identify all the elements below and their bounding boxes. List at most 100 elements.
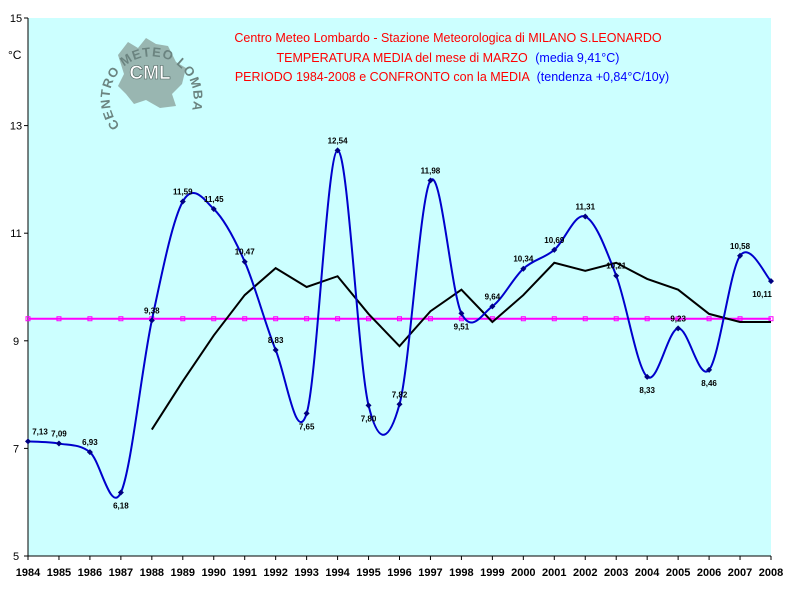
mean-point xyxy=(582,316,588,322)
temperature-point xyxy=(737,252,744,259)
x-tick-label: 2006 xyxy=(697,567,721,579)
temperature-point xyxy=(675,325,682,332)
x-tick-label: 1989 xyxy=(171,567,195,579)
mean-point xyxy=(427,316,433,322)
data-label: 9,64 xyxy=(485,292,501,301)
temperature-point xyxy=(427,177,434,184)
x-tick-label: 1993 xyxy=(294,567,318,579)
series-moving-average-line xyxy=(150,261,771,431)
mean-point xyxy=(211,316,217,322)
y-axis-label: °C xyxy=(8,48,22,62)
data-label: 6,18 xyxy=(113,502,129,511)
x-tick-label: 1998 xyxy=(449,567,473,579)
data-label: 11,98 xyxy=(421,166,441,175)
x-tick-label: 2001 xyxy=(542,567,566,579)
mean-point xyxy=(56,316,62,322)
logo-center-text: CML xyxy=(129,63,171,84)
mean-point xyxy=(706,316,712,322)
y-tick-labels: 5 7 9 11 13 15 xyxy=(10,13,22,563)
temperature-point xyxy=(613,272,620,279)
mean-point xyxy=(520,316,526,322)
mean-point xyxy=(366,316,372,322)
data-labels: 7,13 7,09 6,93 6,18 9,38 11,59 11,45 10,47 8,83 7… xyxy=(32,136,772,510)
mean-point xyxy=(737,316,743,322)
mean-point xyxy=(768,316,774,322)
temperature-point xyxy=(489,303,496,310)
data-label: 11,45 xyxy=(204,195,224,204)
mean-point xyxy=(675,316,681,322)
x-tick-label: 1985 xyxy=(47,567,71,579)
x-tick-label: 2008 xyxy=(759,567,783,579)
data-label: 9,51 xyxy=(454,322,470,331)
x-tick-label: 1990 xyxy=(202,567,226,579)
x-tick-label: 1984 xyxy=(16,567,41,579)
x-tick-label: 2005 xyxy=(666,567,690,579)
mean-point xyxy=(613,316,619,322)
x-tick-label: 1996 xyxy=(387,567,411,579)
x-tick-label: 1997 xyxy=(418,567,442,579)
temperature-point xyxy=(179,198,186,205)
data-label: 7,09 xyxy=(51,430,67,439)
data-label: 8,46 xyxy=(701,379,717,388)
subtitle-2-extra: (tendenza +0,84°C/10y) xyxy=(537,70,670,84)
temperature-point xyxy=(458,310,465,317)
x-tick-label: 1987 xyxy=(109,567,133,579)
x-tick-label: 1995 xyxy=(356,567,380,579)
x-tick-label: 1991 xyxy=(232,567,256,579)
subtitle-2-main: PERIODO 1984-2008 e CONFRONTO con la MED… xyxy=(235,70,531,84)
data-label: 7,65 xyxy=(299,422,315,431)
data-label: 9,38 xyxy=(144,306,160,315)
data-label: 10,11 xyxy=(752,290,772,299)
data-label: 11,59 xyxy=(173,187,193,196)
mean-point xyxy=(335,316,341,322)
data-label: 6,93 xyxy=(82,438,98,447)
mean-point xyxy=(304,316,310,322)
subtitle-1-extra: (media 9,41°C) xyxy=(535,51,619,65)
data-label: 8,83 xyxy=(268,336,284,345)
x-tick-label: 2003 xyxy=(604,567,628,579)
data-label: 11,31 xyxy=(575,203,595,212)
mean-point xyxy=(551,316,557,322)
temperature-point xyxy=(210,205,217,212)
y-tick-label: 7 xyxy=(13,443,19,455)
series-temperature-group xyxy=(25,147,774,499)
data-label: 7,80 xyxy=(361,414,377,423)
x-tick-label: 2007 xyxy=(728,567,752,579)
y-tick-label: 5 xyxy=(13,551,19,563)
temperature-point xyxy=(551,246,558,253)
y-tick-label: 11 xyxy=(10,228,21,240)
chart-title: Centro Meteo Lombardo - Stazione Meteoro… xyxy=(234,31,662,45)
subtitle-1-main: TEMPERATURA MEDIA del mese di MARZO xyxy=(277,51,528,65)
chart-subtitle-2: PERIODO 1984-2008 e CONFRONTO con la MED… xyxy=(235,70,669,84)
series-temperature-line xyxy=(27,149,772,499)
temperature-point xyxy=(520,265,527,272)
mean-point xyxy=(644,316,650,322)
x-tick-labels: 1984 1985 1986 1987 1988 1989 1990 1991 1992 1993… xyxy=(16,567,783,579)
series-moving-average-group xyxy=(150,261,771,431)
logo-map-icon xyxy=(118,38,186,108)
data-label: 10,69 xyxy=(544,236,565,245)
temperature-point xyxy=(272,346,279,353)
data-label: 10,47 xyxy=(235,248,256,257)
mean-point xyxy=(87,316,93,322)
x-tick-label: 1988 xyxy=(140,567,164,579)
mean-point xyxy=(25,316,31,322)
x-tick-label: 2004 xyxy=(635,567,660,579)
mean-point xyxy=(273,316,279,322)
temperature-point xyxy=(241,258,248,265)
mean-point xyxy=(118,316,124,322)
data-label: 10,34 xyxy=(513,255,534,264)
data-label: 7,82 xyxy=(392,390,408,399)
data-label: 10,58 xyxy=(730,242,751,251)
temperature-point xyxy=(644,373,651,380)
mean-point xyxy=(458,316,464,322)
x-tick-label: 1992 xyxy=(263,567,287,579)
temperature-point xyxy=(768,278,774,285)
temperature-point xyxy=(86,449,93,456)
mean-point xyxy=(242,316,248,322)
temperature-point xyxy=(396,401,403,408)
x-tick-label: 1986 xyxy=(78,567,102,579)
data-label: 9,23 xyxy=(670,314,686,323)
x-tick-label: 2000 xyxy=(511,567,535,579)
